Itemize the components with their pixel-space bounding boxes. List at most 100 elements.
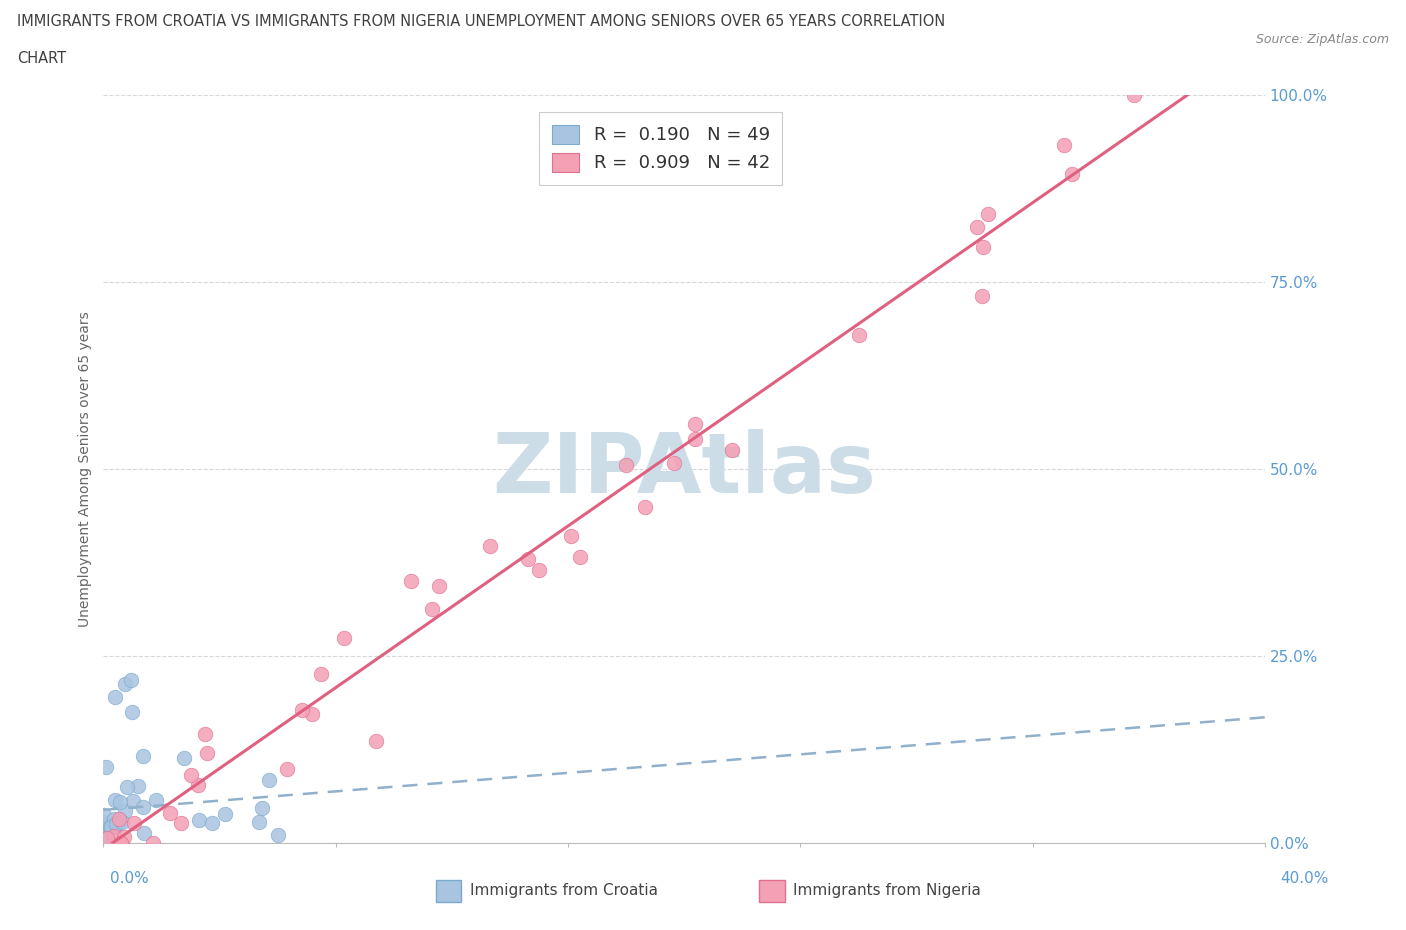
Point	[1053, 138, 1076, 153]
Point	[104, 817, 127, 831]
Text: CHART: CHART	[17, 51, 66, 66]
Point	[267, 827, 290, 842]
Point	[848, 327, 870, 342]
Point	[569, 550, 592, 565]
Point	[132, 826, 155, 841]
Point	[93, 815, 115, 830]
Point	[970, 289, 993, 304]
Point	[721, 442, 744, 457]
Point	[479, 538, 502, 553]
Point	[93, 829, 115, 844]
Point	[115, 780, 138, 795]
Text: IMMIGRANTS FROM CROATIA VS IMMIGRANTS FROM NIGERIA UNEMPLOYMENT AMONG SENIORS OV: IMMIGRANTS FROM CROATIA VS IMMIGRANTS FR…	[17, 14, 945, 29]
Point	[516, 551, 538, 566]
Point	[201, 816, 224, 830]
Point	[257, 773, 280, 788]
Point	[100, 820, 122, 835]
Point	[1123, 88, 1146, 103]
Point	[250, 801, 273, 816]
Point	[187, 812, 209, 827]
Point	[93, 819, 115, 834]
Point	[93, 830, 115, 844]
Point	[93, 825, 115, 840]
Text: 40.0%: 40.0%	[1281, 871, 1329, 886]
Point	[247, 815, 270, 830]
Point	[104, 793, 127, 808]
Point	[93, 831, 115, 846]
Point	[93, 807, 115, 822]
Point	[966, 219, 988, 234]
Point	[93, 828, 115, 843]
Point	[100, 835, 122, 850]
Point	[122, 816, 145, 830]
Point	[96, 830, 118, 845]
Point	[93, 825, 115, 840]
Point	[98, 819, 121, 834]
Point	[683, 432, 706, 447]
Point	[114, 804, 136, 818]
Point	[662, 456, 685, 471]
Point	[197, 746, 219, 761]
Point	[173, 751, 195, 765]
Point	[683, 417, 706, 432]
Point	[301, 706, 323, 721]
Text: Source: ZipAtlas.com: Source: ZipAtlas.com	[1256, 33, 1389, 46]
Point	[142, 835, 165, 850]
Point	[111, 815, 134, 830]
Point	[170, 816, 193, 830]
Y-axis label: Unemployment Among Seniors over 65 years: Unemployment Among Seniors over 65 years	[79, 312, 93, 627]
Point	[108, 812, 131, 827]
Text: ZIPAtlas: ZIPAtlas	[492, 429, 876, 510]
Point	[93, 818, 115, 833]
Point	[122, 793, 145, 808]
Point	[311, 667, 333, 682]
Point	[93, 820, 115, 835]
Point	[107, 816, 129, 830]
Point	[560, 528, 582, 543]
Point	[108, 794, 131, 809]
Point	[120, 673, 142, 688]
Legend: R =  0.190   N = 49, R =  0.909   N = 42: R = 0.190 N = 49, R = 0.909 N = 42	[540, 112, 782, 185]
Point	[93, 827, 115, 842]
Point	[132, 749, 155, 764]
Text: 0.0%: 0.0%	[110, 871, 149, 886]
Point	[93, 822, 115, 837]
Point	[93, 827, 115, 842]
Point	[94, 759, 117, 774]
Point	[121, 705, 143, 720]
Text: Immigrants from Nigeria: Immigrants from Nigeria	[793, 884, 981, 898]
Point	[187, 777, 209, 792]
Point	[194, 726, 217, 741]
Point	[276, 762, 298, 777]
Point	[291, 703, 314, 718]
Point	[96, 832, 118, 847]
Point	[972, 239, 994, 254]
Point	[180, 768, 202, 783]
Text: Immigrants from Croatia: Immigrants from Croatia	[470, 884, 658, 898]
Point	[145, 793, 167, 808]
Point	[427, 578, 450, 593]
Point	[93, 817, 115, 831]
Point	[110, 835, 132, 850]
Point	[1060, 166, 1083, 181]
Point	[401, 574, 423, 589]
Point	[104, 689, 127, 704]
Point	[420, 602, 443, 617]
Point	[332, 631, 354, 645]
Point	[977, 206, 1000, 221]
Point	[103, 829, 125, 844]
Point	[527, 563, 550, 578]
Point	[634, 500, 657, 515]
Point	[93, 826, 115, 841]
Point	[132, 800, 155, 815]
Point	[112, 830, 135, 844]
Point	[93, 831, 115, 846]
Point	[104, 819, 127, 834]
Point	[614, 458, 637, 472]
Point	[127, 778, 149, 793]
Point	[103, 812, 125, 827]
Point	[114, 677, 136, 692]
Point	[214, 806, 236, 821]
Point	[159, 805, 181, 820]
Point	[110, 835, 132, 850]
